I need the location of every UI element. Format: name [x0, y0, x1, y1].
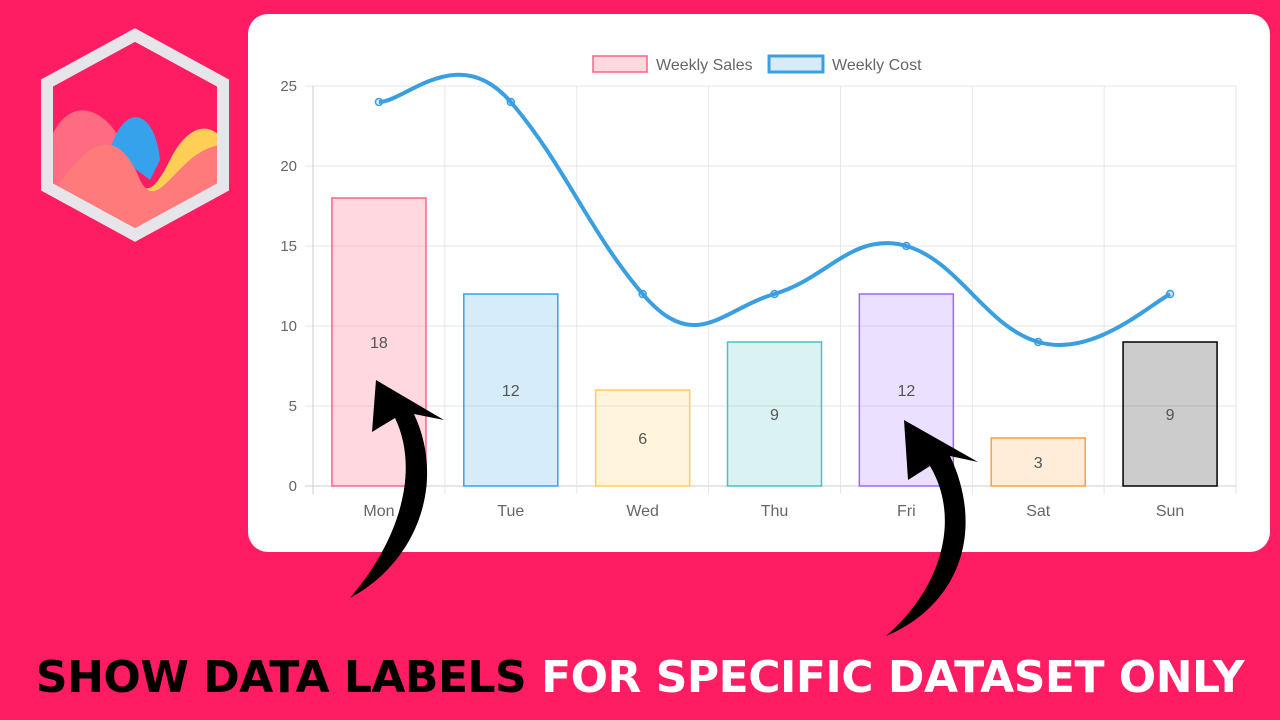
- bar-sun: [1122, 341, 1218, 487]
- line-weekly-cost: [378, 72, 1172, 347]
- legend-swatch-weekly-cost: [767, 54, 825, 74]
- bar-data-label: 6: [638, 431, 647, 448]
- y-tick-label: 25: [280, 78, 297, 95]
- legend-label: Weekly Sales: [656, 57, 753, 74]
- line-point: [1165, 289, 1175, 299]
- bar-thu: [726, 341, 823, 487]
- y-tick-label: 20: [280, 158, 297, 175]
- legend-swatch-weekly-sales: [592, 55, 648, 73]
- y-tick-label: 0: [289, 478, 297, 495]
- x-tick-label: Fri: [897, 503, 916, 520]
- y-tick-label: 15: [280, 238, 297, 255]
- bar-data-label: 12: [502, 383, 520, 400]
- line-point: [374, 97, 384, 107]
- legend-label: Weekly Cost: [832, 57, 922, 74]
- bar-sat: [990, 437, 1086, 487]
- line-point: [902, 241, 911, 251]
- headline-part1: SHOW DATA LABELS: [35, 652, 527, 703]
- line-point: [638, 289, 647, 299]
- line-point: [506, 97, 516, 107]
- bar-data-label: 9: [770, 407, 779, 424]
- x-tick-label: Mon: [363, 503, 394, 520]
- line-point: [770, 289, 779, 299]
- x-tick-label: Tue: [497, 503, 524, 520]
- x-tick-label: Sun: [1156, 503, 1184, 520]
- x-tick-label: Wed: [626, 503, 659, 520]
- headline: SHOW DATA LABELS FOR SPECIFIC DATASET ON…: [0, 652, 1280, 703]
- y-tick-label: 10: [280, 318, 297, 335]
- bar-data-label: 12: [897, 383, 915, 400]
- x-tick-label: Thu: [761, 503, 789, 520]
- bar-wed: [594, 389, 691, 487]
- bar-tue: [463, 293, 559, 487]
- bar-data-label: 3: [1034, 455, 1043, 472]
- line-point: [1033, 337, 1043, 347]
- bar-data-label: 18: [370, 335, 388, 352]
- headline-part2: FOR SPECIFIC DATASET ONLY: [541, 652, 1245, 703]
- bar-data-label: 9: [1166, 407, 1175, 424]
- y-tick-label: 5: [289, 398, 297, 415]
- combo-chart: 0 5 10 15 20 25 Mon Tue Wed Thu Fri Sat Sun 18 12 6 9 12 3…: [280, 54, 1237, 520]
- chartjs-logo-icon: [41, 28, 229, 242]
- chart-card: 0 5 10 15 20 25 Mon Tue Wed Thu Fri Sat Sun 18 12 6 9 12 3…: [248, 14, 1270, 552]
- x-tick-label: Sat: [1026, 503, 1051, 520]
